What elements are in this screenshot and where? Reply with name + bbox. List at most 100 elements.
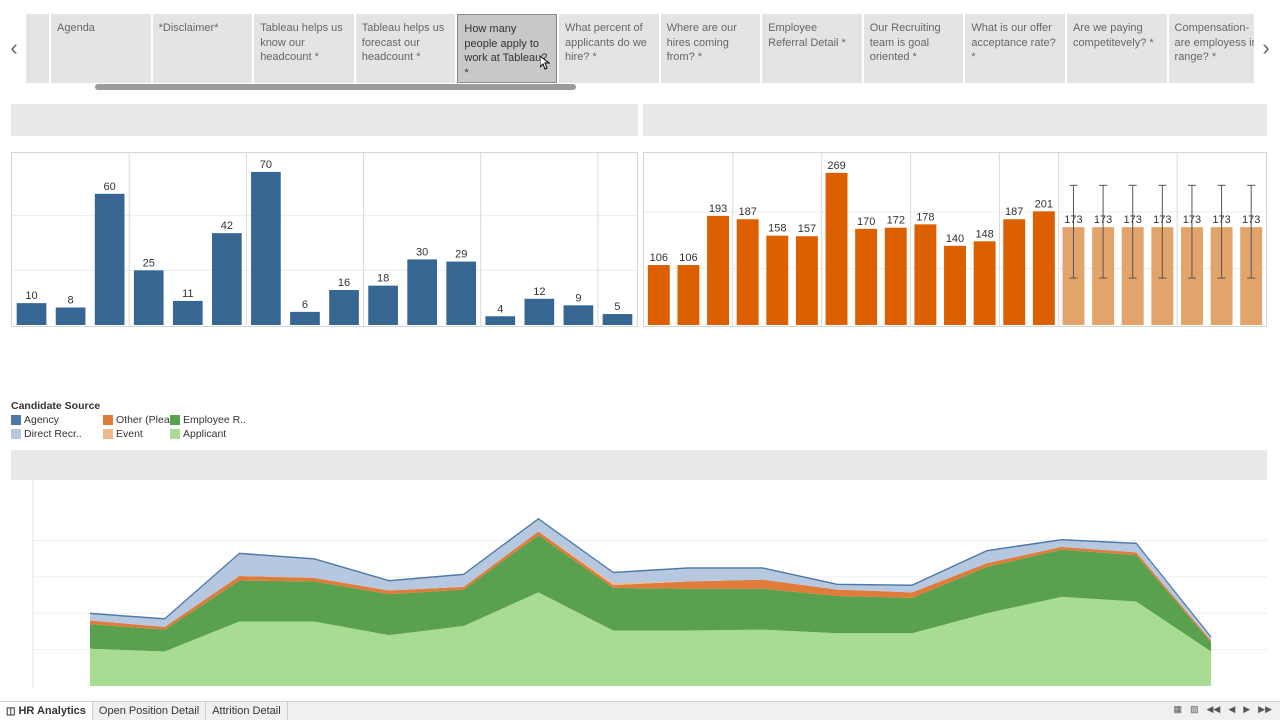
prev-sheet-icon[interactable]: ◀ [1228,704,1236,714]
bar[interactable] [524,298,555,325]
bar[interactable] [446,261,477,325]
story-point-6[interactable]: Where are our hires coming from? * [660,14,761,83]
bar[interactable] [944,245,966,325]
bar[interactable] [290,311,320,325]
applicants-bar-chart-panel: 10 8 60 25 11 42 70 6 16 18 30 29 4 12 9 5 [11,152,638,327]
bar-data-label: 11 [182,288,193,300]
legend-item-agency[interactable]: Agency [11,414,103,426]
story-navigator: ‹ Agenda *Disclaimer* Tableau helps us kno… [0,0,1280,96]
next-sheet-icon[interactable]: ▶ [1243,704,1251,714]
tab-open-position-detail[interactable]: Open Position Detail [93,702,207,720]
bar[interactable] [94,193,125,325]
candidate-source-area-chart-panel [11,480,1267,688]
bar[interactable] [55,307,86,325]
bar[interactable] [795,236,818,325]
chevron-right-icon[interactable]: › [1262,35,1270,60]
bar-data-label: 140 [946,233,964,245]
last-sheet-icon[interactable]: ▶▶ [1258,704,1272,714]
story-point-1[interactable]: *Disclaimer* [152,14,253,83]
area-series-1[interactable] [90,535,1211,652]
bar-data-label: 25 [143,257,155,269]
bar-data-label: 18 [377,273,389,285]
story-point-8[interactable]: Our Recruiting team is goal oriented * [863,14,964,83]
bar[interactable] [407,259,437,325]
bar-data-label: 173 [1064,214,1082,226]
legend-item-direct-recruiting[interactable]: Direct Recr.. [11,428,103,440]
bar-data-label: 5 [614,301,620,313]
applicants-bar-chart: 10 8 60 25 11 42 70 6 16 18 30 29 4 12 9 5 [12,153,637,326]
right-chart-header [643,104,1267,136]
bar[interactable] [855,228,878,325]
bar-data-label: 269 [827,160,845,172]
bar[interactable] [563,305,594,325]
bar[interactable] [212,233,242,325]
bar-data-label: 157 [798,223,816,235]
tab-attrition-detail[interactable]: Attrition Detail [206,702,288,720]
story-scrollbar[interactable] [95,84,576,90]
story-point-9[interactable]: What is our offer acceptance rate? * [965,14,1065,83]
bar-data-label: 8 [68,295,74,307]
legend-item-other[interactable]: Other (Plea.. [103,414,170,426]
story-point-4[interactable]: How many people apply to work at Tableau… [457,14,557,83]
swatch-applicant [170,429,180,439]
bar-data-label: 9 [575,292,581,304]
legend-item-employee-referral[interactable]: Employee R.. [170,414,260,426]
legend-item-event[interactable]: Event [103,428,170,440]
bar[interactable] [251,171,281,325]
swatch-other [103,415,113,425]
swatch-direct-recruiting [11,429,21,439]
tab-controls: ▦ ▧ ◀◀ ◀ ▶ ▶▶ [1173,704,1272,715]
story-point-11[interactable]: Compensation- are employess in range? * [1168,14,1254,83]
story-point-10[interactable]: Are we paying competitevely? * [1066,14,1167,83]
bar[interactable] [1003,219,1026,325]
chevron-left-icon[interactable]: ‹ [10,35,18,60]
story-point-7[interactable]: Employee Referral Detail * [762,14,862,83]
bar-data-label: 173 [1124,214,1142,226]
bar[interactable] [914,224,937,325]
bar[interactable] [172,300,203,325]
story-point-0[interactable]: Agenda [51,14,151,83]
bar[interactable] [973,241,996,325]
bar[interactable] [602,314,633,325]
forecast-bar-chart: 106 106 193 187 158 157 269 170 172 178 140 148 187 2… [644,153,1266,326]
legend-item-applicant[interactable]: Applicant [170,428,260,440]
bar[interactable] [485,316,516,325]
bar[interactable] [368,285,398,325]
area-top-outline [89,517,1212,638]
grid-view-icon[interactable]: ▦ [1173,704,1182,714]
area-series-2[interactable] [90,531,1211,643]
bar-data-label: 201 [1035,198,1053,210]
bar[interactable] [766,235,789,325]
bar[interactable] [647,265,670,325]
left-chart-header [11,104,638,136]
bar-data-label: 170 [857,216,875,228]
bar-data-label: 187 [1005,206,1023,218]
tab-hr-analytics[interactable]: ◫ HR Analytics [0,702,93,720]
bar[interactable] [133,270,164,325]
bar-data-label: 70 [260,159,272,171]
swatch-agency [11,415,21,425]
bar[interactable] [677,265,700,325]
bar-data-label: 6 [302,299,308,311]
story-point-3[interactable]: Tableau helps us forecast our headcount … [355,14,456,83]
bar[interactable] [16,303,47,325]
story-point-5[interactable]: What percent of applicants do we hire? * [558,14,659,83]
candidate-source-area-chart [32,480,1267,688]
story-point-stub[interactable] [26,14,49,83]
bar-data-label: 193 [709,203,727,215]
area-series-0[interactable] [90,592,1211,686]
first-sheet-icon[interactable]: ◀◀ [1206,704,1221,714]
bar-data-label: 16 [338,277,350,289]
bar[interactable] [1032,211,1055,325]
area-chart-header [11,450,1267,480]
bar[interactable] [825,172,848,325]
bar[interactable] [707,215,730,325]
bar[interactable] [884,227,907,325]
bar-data-label: 173 [1212,214,1230,226]
bar[interactable] [736,219,759,325]
area-series-4[interactable] [90,519,1211,641]
bar-data-label: 178 [916,211,934,223]
list-view-icon[interactable]: ▧ [1189,704,1199,714]
story-point-2[interactable]: Tableau helps us know our headcount * [254,14,354,83]
bar[interactable] [329,290,359,325]
